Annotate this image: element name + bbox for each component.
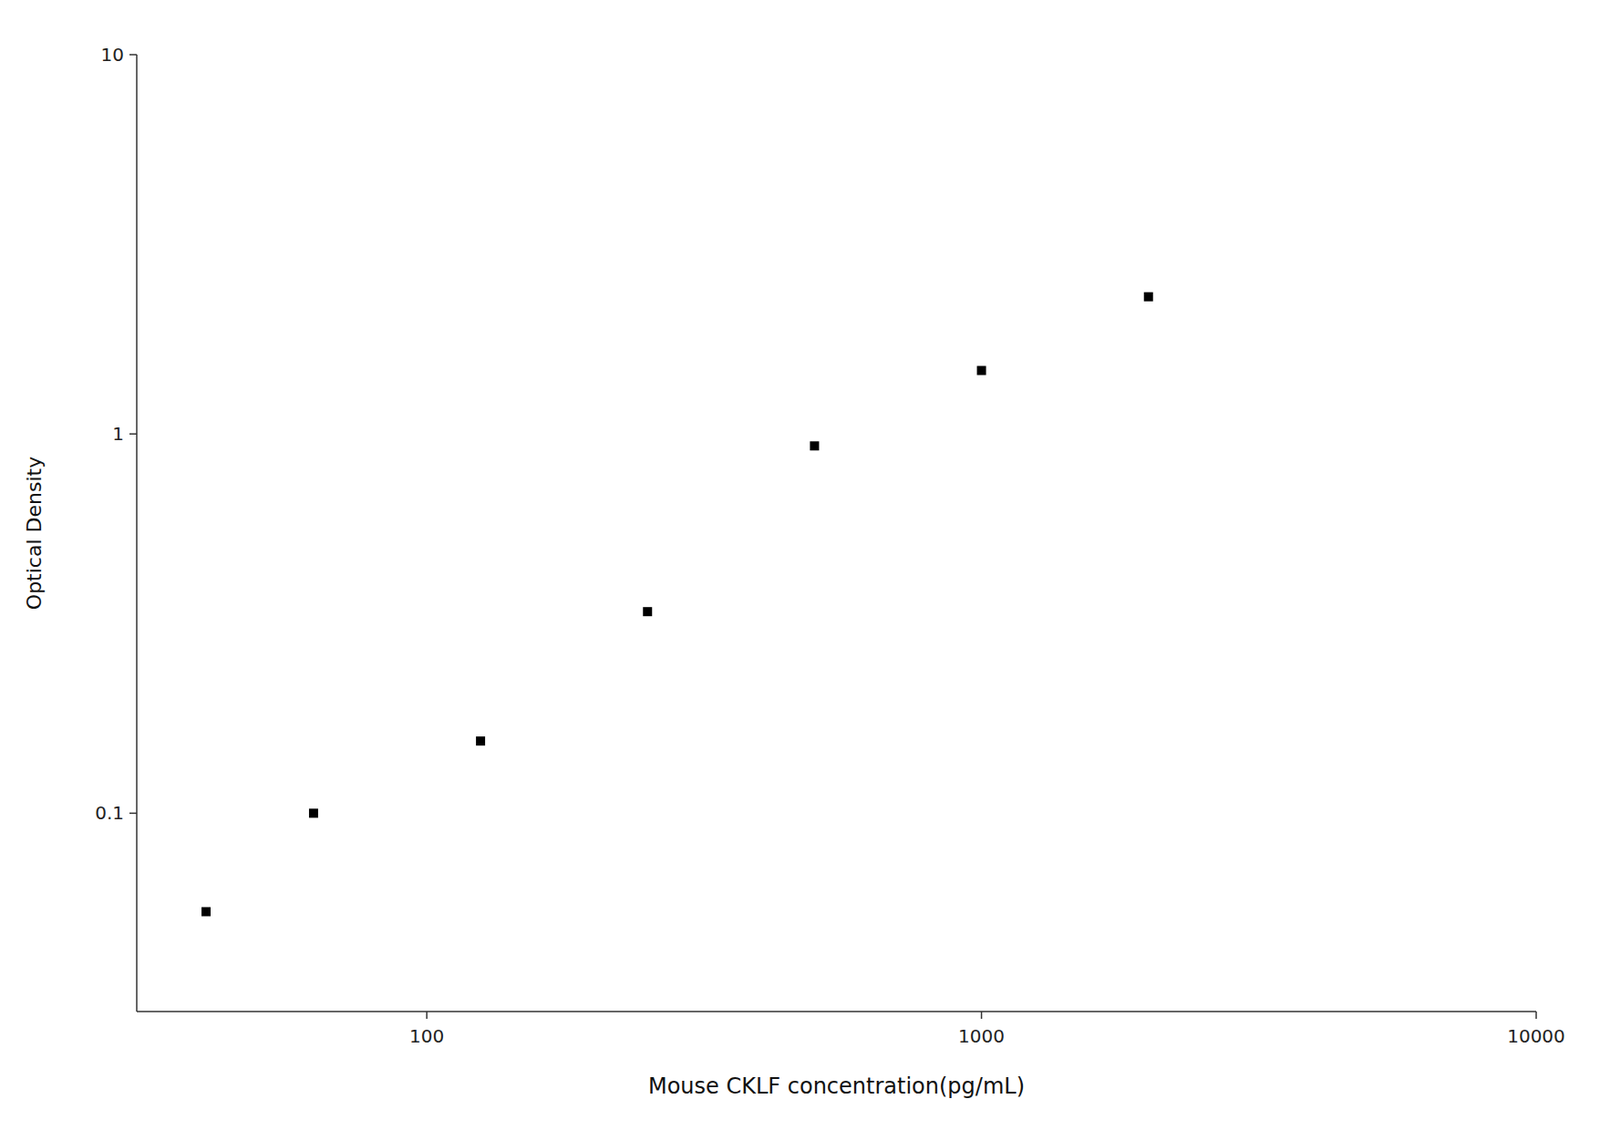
x-tick-label: 1000 [958,1025,1005,1048]
x-tick-label: 10000 [1507,1025,1566,1048]
y-tick [129,813,137,816]
data-point [977,366,987,376]
y-axis-line [135,54,138,1012]
data-point [642,607,652,617]
x-tick [425,1011,428,1020]
x-axis-line [136,1011,1537,1013]
chart: 100 1000 10000 0.1 1 10 Mouse CKLF concentrati… [0,0,1600,1130]
data-point [809,441,819,451]
x-tick-label: 100 [409,1025,444,1048]
y-tick-label: 1 [112,423,124,445]
data-point [309,808,319,818]
plot-area [201,292,1154,918]
x-tick [1535,1011,1538,1020]
data-point [201,907,211,917]
x-tick [980,1011,983,1020]
x-axis-label: Mouse CKLF concentration(pg/mL) [648,1073,1025,1100]
data-point [1144,292,1154,302]
y-tick-label: 10 [101,43,124,66]
y-axis-label: Optical Density [22,456,46,610]
y-tick [129,53,137,56]
y-tick-label: 0.1 [94,802,124,825]
chart-container: 100 1000 10000 0.1 1 10 Mouse CKLF concentrati… [0,0,1600,1130]
background [0,0,1600,1130]
y-tick [129,433,137,435]
data-point [475,736,486,746]
